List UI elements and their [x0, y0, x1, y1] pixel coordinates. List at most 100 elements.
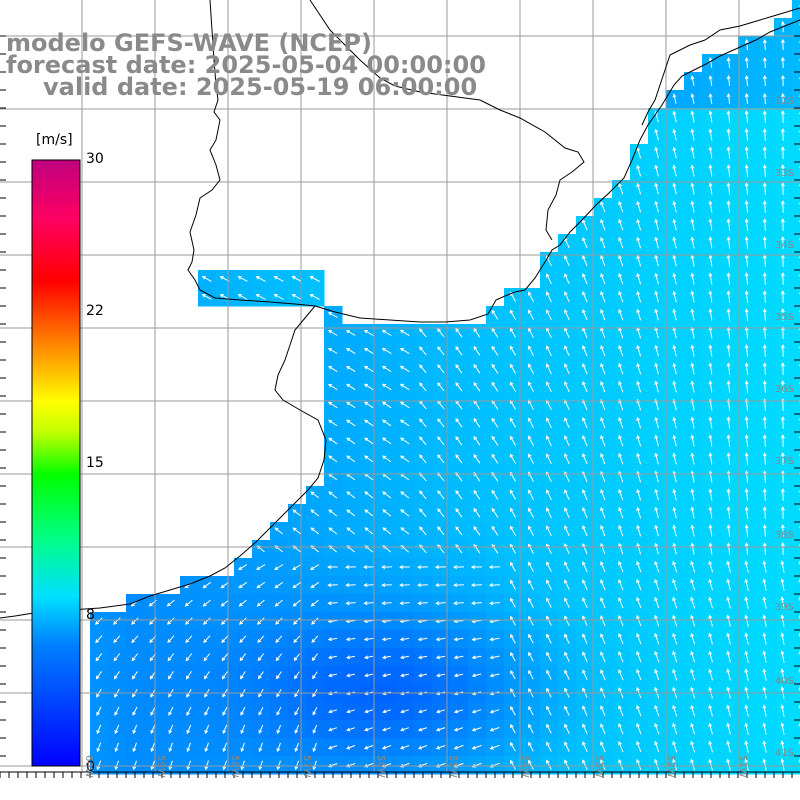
wind-arrow: [510, 579, 516, 590]
wind-arrow: [292, 527, 302, 535]
wind-arrow: [363, 601, 374, 606]
wind-arrow: [654, 506, 659, 519]
wind-arrow: [491, 453, 499, 464]
wind-arrow: [582, 273, 588, 285]
wind-arrow: [726, 740, 731, 753]
wind-arrow: [381, 365, 392, 373]
wind-arrow: [690, 110, 695, 123]
wind-arrow: [381, 383, 392, 391]
wind-arrow: [346, 437, 356, 445]
wind-arrow: [256, 599, 265, 607]
wind-arrow: [528, 363, 534, 374]
wind-arrow: [473, 507, 481, 518]
wind-arrow: [546, 759, 552, 770]
wind-cell: [792, 108, 800, 127]
wind-arrow: [690, 668, 696, 681]
wind-arrow: [618, 723, 624, 735]
wind-arrow: [780, 650, 785, 663]
wind-arrow: [94, 617, 103, 625]
wind-arrow: [582, 381, 588, 393]
wind-arrow: [222, 706, 228, 716]
wind-arrow: [780, 704, 785, 717]
wind-arrow: [327, 637, 338, 642]
wind-arrow: [582, 723, 588, 734]
wind-arrow: [346, 745, 356, 750]
wind-arrow: [744, 146, 749, 159]
wind-arrow: [762, 74, 767, 87]
wind-arrow: [726, 560, 731, 573]
wind-arrow: [564, 741, 570, 752]
wind-arrow: [399, 419, 410, 427]
wind-arrow: [690, 578, 696, 591]
wind-arrow: [528, 561, 534, 572]
wind-arrow: [546, 561, 552, 572]
wind-arrow: [399, 745, 410, 750]
wind-arrow: [690, 542, 695, 555]
wind-arrow: [672, 218, 677, 231]
wind-arrow: [400, 491, 410, 499]
wind-arrow: [798, 632, 800, 637]
wind-arrow: [184, 599, 193, 607]
lat-label: 39S: [774, 602, 794, 613]
wind-arrow: [726, 326, 731, 339]
wind-arrow: [221, 653, 229, 662]
wind-arrow: [473, 363, 481, 374]
wind-arrow: [780, 758, 785, 771]
wind-arrow: [762, 146, 767, 159]
wind-arrow: [798, 740, 800, 745]
wind-arrow: [726, 218, 731, 231]
wind-arrow: [417, 565, 428, 570]
wind-arrow: [418, 727, 428, 732]
wind-arrow: [363, 347, 374, 355]
wind-arrow: [510, 561, 516, 572]
wind-arrow: [762, 344, 767, 357]
wind-arrow: [435, 673, 446, 678]
wind-arrow: [204, 742, 209, 753]
wind-arrow: [221, 635, 229, 644]
wind-arrow: [471, 709, 482, 714]
wind-arrow: [690, 75, 695, 86]
wind-arrow: [294, 760, 299, 771]
wind-arrow: [582, 345, 588, 357]
wind-arrow: [112, 617, 121, 625]
wind-arrow: [690, 434, 695, 447]
wind-arrow: [364, 727, 374, 732]
wind-arrow: [546, 723, 552, 734]
wind-arrow: [780, 236, 785, 249]
wind-arrow: [636, 578, 642, 591]
wind-arrow: [672, 93, 677, 104]
wind-arrow: [455, 489, 463, 500]
wind-arrow: [600, 452, 606, 465]
wind-arrow: [400, 673, 410, 678]
wind-arrow: [600, 506, 606, 519]
wind-arrow: [600, 362, 606, 375]
wind-arrow: [382, 455, 392, 463]
wind-arrow: [708, 380, 713, 393]
wind-arrow: [762, 380, 767, 393]
wind-arrow: [798, 596, 800, 601]
wind-arrow: [708, 416, 713, 429]
wind-arrow: [762, 452, 767, 465]
wind-arrow: [600, 344, 606, 357]
wind-arrow: [798, 704, 800, 709]
wind-arrow: [726, 344, 731, 357]
wind-cell: [792, 18, 800, 37]
wind-arrow: [690, 632, 696, 645]
wind-arrow: [744, 128, 749, 141]
wind-arrow: [95, 653, 103, 662]
wind-arrow: [672, 272, 677, 285]
wind-arrow: [600, 272, 606, 285]
wind-arrow: [798, 650, 800, 655]
wind-arrow: [708, 308, 713, 321]
wind-arrow: [654, 200, 659, 213]
wind-arrow: [600, 254, 606, 267]
wind-arrow: [399, 583, 410, 588]
wind-arrow: [564, 723, 570, 734]
wind-arrow: [582, 741, 588, 753]
wind-arrow: [690, 164, 695, 177]
wind-cell: [792, 648, 800, 667]
wind-arrow: [258, 760, 263, 771]
wind-arrow: [600, 633, 606, 645]
wind-arrow: [654, 290, 659, 303]
